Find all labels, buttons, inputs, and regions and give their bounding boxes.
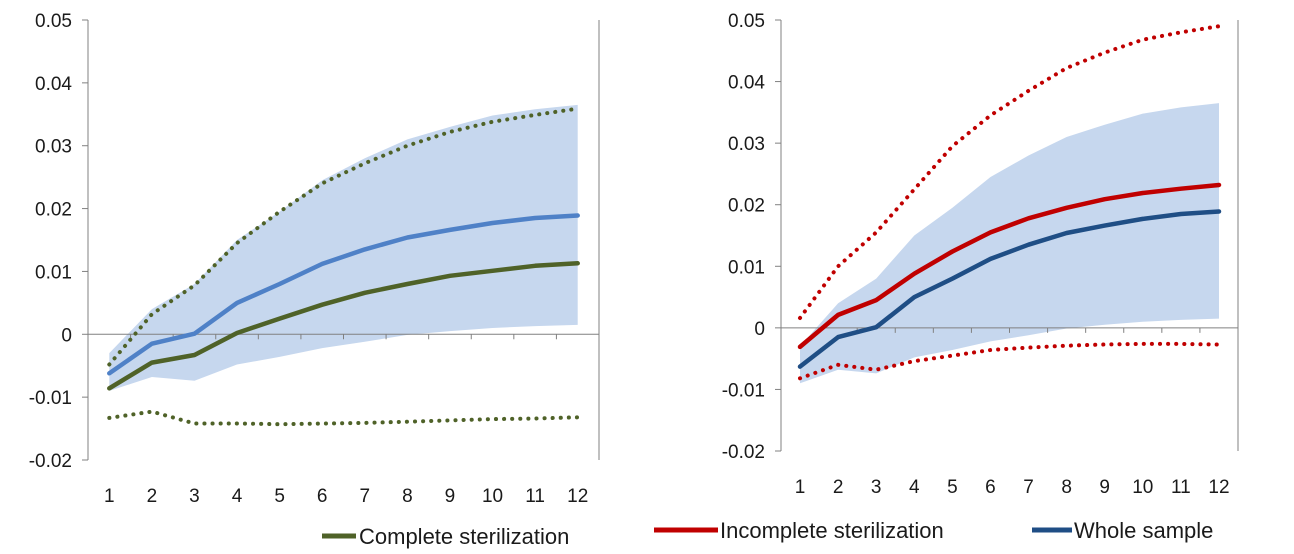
x-tick-label: 4 — [909, 477, 920, 498]
x-tick-label: 1 — [104, 486, 115, 507]
x-tick-label: 10 — [482, 486, 503, 507]
confidence-band — [800, 103, 1219, 384]
legend-label-whole-sample: Whole sample — [1074, 518, 1213, 543]
series-line-incomplete-upper — [798, 24, 1221, 320]
x-tick-label: 2 — [833, 477, 844, 498]
series-line-whole — [797, 209, 1222, 369]
x-tick-label: 7 — [1023, 477, 1034, 498]
series-line-incomplete-lower — [798, 341, 1221, 381]
series-line-complete-upper — [107, 106, 580, 367]
x-tick-label: 2 — [147, 486, 158, 507]
y-tick-label: 0.01 — [728, 257, 765, 278]
x-tick-label: 10 — [1132, 477, 1153, 498]
x-tick-label: 11 — [1171, 477, 1191, 498]
confidence-band — [109, 104, 578, 391]
legend-label-complete: Complete sterilization — [359, 524, 569, 549]
x-tick-label: 6 — [317, 486, 328, 507]
y-tick-label: 0.05 — [35, 11, 72, 32]
x-tick-label: 1 — [795, 477, 806, 498]
y-tick-label: 0 — [754, 319, 765, 340]
y-tick-label: 0.03 — [35, 137, 72, 158]
series-line-complete-lower — [107, 409, 580, 427]
x-tick-label: 5 — [947, 477, 958, 498]
legend: Complete sterilization Incomplete steril… — [322, 518, 1213, 549]
y-tick-label: 0.05 — [728, 11, 765, 32]
series-line-incomplete — [797, 182, 1222, 350]
legend-label-incomplete: Incomplete sterilization — [720, 518, 944, 543]
y-tick-label: -0.01 — [29, 388, 72, 409]
y-tick-label: -0.02 — [29, 451, 72, 472]
x-tick-label: 12 — [1208, 477, 1229, 498]
legend-item-incomplete: Incomplete sterilization — [654, 518, 944, 543]
x-tick-label: 11 — [525, 486, 545, 507]
x-tick-label: 9 — [445, 486, 456, 507]
y-tick-label: 0.02 — [728, 196, 765, 217]
y-tick-label: 0.04 — [35, 74, 72, 95]
right-panel: 0.050.040.030.020.010-0.01-0.021 2 3 4 5 6 7 8 9… — [722, 11, 1239, 498]
legend-item-complete: Complete sterilization — [322, 524, 569, 549]
y-tick-label: 0.01 — [35, 262, 72, 283]
x-tick-label: 7 — [360, 486, 371, 507]
y-tick-label: 0.02 — [35, 200, 72, 221]
legend-item-whole-sample: Whole sample — [1032, 518, 1213, 543]
y-tick-label: 0 — [61, 325, 72, 346]
x-tick-label: 5 — [274, 486, 285, 507]
x-tick-label: 3 — [871, 477, 882, 498]
left-panel: 0.050.040.030.020.010-0.01-0.021 2 3 4 5 6 7 8 9… — [29, 11, 600, 507]
x-tick-label: 9 — [1099, 477, 1110, 498]
x-tick-label: 6 — [985, 477, 996, 498]
y-tick-label: 0.03 — [728, 134, 765, 155]
series-line-complete — [107, 261, 580, 391]
series-line-whole — [107, 213, 580, 376]
y-tick-label: -0.01 — [722, 380, 765, 401]
x-tick-label: 12 — [567, 486, 588, 507]
y-tick-label: -0.02 — [722, 442, 765, 463]
x-tick-label: 3 — [189, 486, 200, 507]
x-tick-label: 8 — [402, 486, 413, 507]
x-tick-label: 4 — [232, 486, 243, 507]
x-tick-label: 8 — [1061, 477, 1072, 498]
y-tick-label: 0.04 — [728, 73, 765, 94]
